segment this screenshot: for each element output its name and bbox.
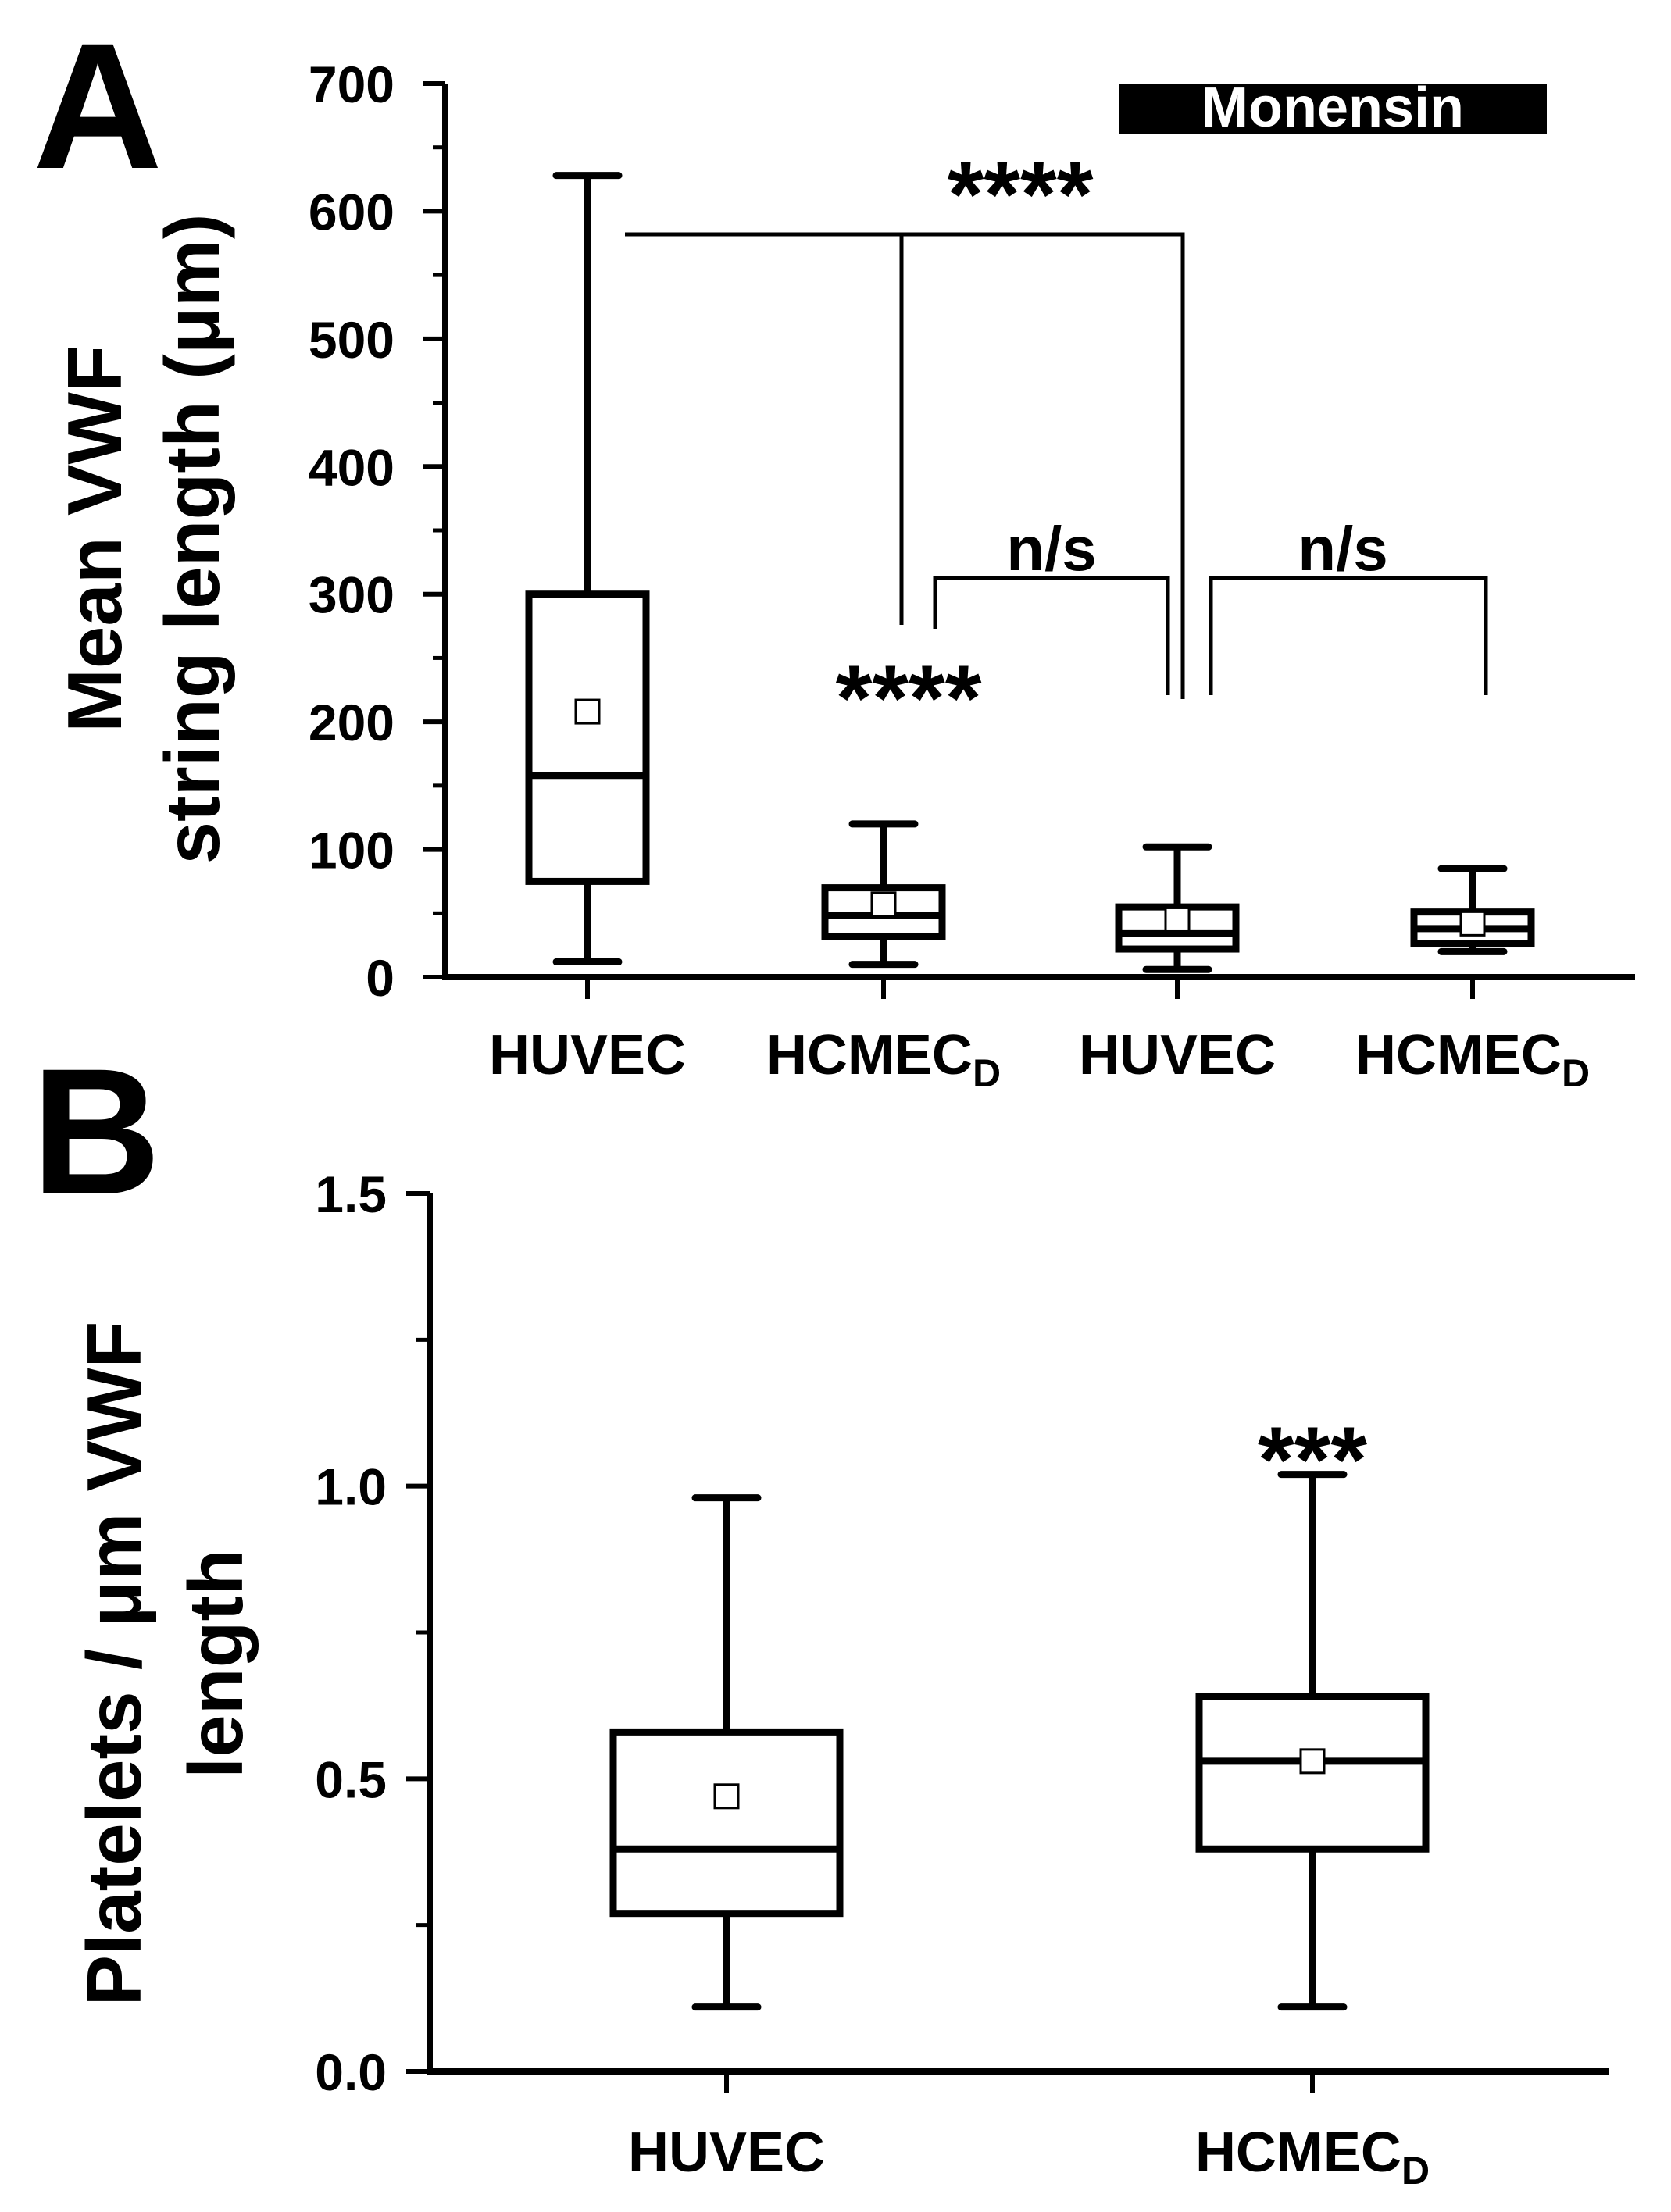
- panel-b-ylabel-line2: length: [173, 1549, 259, 1779]
- panel-a: A Mean VWF string length (μm) 0 100 200 300…: [33, 5, 1635, 1095]
- box-2: [821, 820, 946, 969]
- category-label: HUVEC: [1079, 1024, 1276, 1086]
- box-4: [1410, 865, 1535, 955]
- ns-left-label: n/s: [1006, 514, 1097, 583]
- y-tick-label: 200: [309, 694, 395, 751]
- panel-a-letter: A: [33, 5, 162, 206]
- panel-b-boxes: [609, 1471, 1430, 2011]
- y-tick-label: 400: [309, 438, 395, 496]
- box-2: [1195, 1471, 1430, 2011]
- y-tick-label: 1.5: [315, 1165, 387, 1223]
- y-tick-label: 0: [366, 949, 395, 1007]
- panel-a-x-labels: HUVEC HCMECD HUVEC HCMECD: [489, 1024, 1590, 1095]
- category-label: HCMECD: [766, 1024, 1001, 1095]
- y-tick-label: 100: [309, 822, 395, 879]
- panel-b: B Platelets / μm VWF length 0.0 0.5 1.0 1.5…: [31, 1031, 1609, 2192]
- bracket-ns-left: [933, 576, 1170, 695]
- panel-a-boxes: [525, 172, 1535, 973]
- box-3: [1115, 843, 1240, 973]
- hcmec-stars: ****: [836, 646, 982, 751]
- panel-a-ylabel-line2: string length (μm): [149, 214, 235, 865]
- category-label: HCMECD: [1195, 2121, 1430, 2192]
- ns-right-label: n/s: [1298, 514, 1388, 583]
- mean-marker: [574, 698, 601, 725]
- mean-marker: [870, 891, 897, 918]
- panel-b-letter: B: [31, 1031, 161, 1232]
- panel-a-ylabel-line1: Mean VWF: [52, 345, 137, 732]
- category-label: HCMECD: [1355, 1024, 1590, 1095]
- category-label: HUVEC: [489, 1024, 686, 1086]
- panel-a-y-ticks: 0 100 200 300 400 500 600 700: [309, 55, 445, 1007]
- iqr-box: [525, 590, 650, 885]
- top-stars: ****: [948, 142, 1094, 247]
- panel-b-x-labels: HUVEC HCMECD: [628, 2121, 1430, 2192]
- box-1: [525, 172, 650, 965]
- bracket-ns-right: [1209, 576, 1488, 695]
- iqr-box: [609, 1728, 844, 1918]
- y-tick-label: 600: [309, 183, 395, 241]
- y-tick-label: 0.5: [315, 1750, 387, 1808]
- box-1: [609, 1494, 844, 2011]
- y-tick-label: 300: [309, 566, 395, 624]
- y-tick-label: 1.0: [315, 1458, 387, 1516]
- panel-b-x-ticks: [724, 2071, 1315, 2093]
- y-tick-label: 0.0: [315, 2043, 387, 2101]
- category-label: HUVEC: [628, 2121, 825, 2184]
- y-tick-label: 700: [309, 55, 395, 113]
- mean-marker: [713, 1783, 740, 1810]
- monensin-label: Monensin: [1201, 77, 1464, 139]
- bracket-top: [625, 232, 1185, 699]
- mean-marker: [1299, 1748, 1326, 1775]
- panel-b-ylabel-line1: Platelets / μm VWF: [71, 1322, 157, 2007]
- panel-a-x-ticks: [585, 977, 1475, 999]
- panel-b-y-ticks: 0.0 0.5 1.0 1.5: [315, 1165, 430, 2101]
- y-tick-label: 500: [309, 311, 395, 369]
- mean-marker: [1459, 910, 1486, 937]
- monensin-bar: [1119, 84, 1547, 134]
- mean-marker: [1164, 906, 1191, 933]
